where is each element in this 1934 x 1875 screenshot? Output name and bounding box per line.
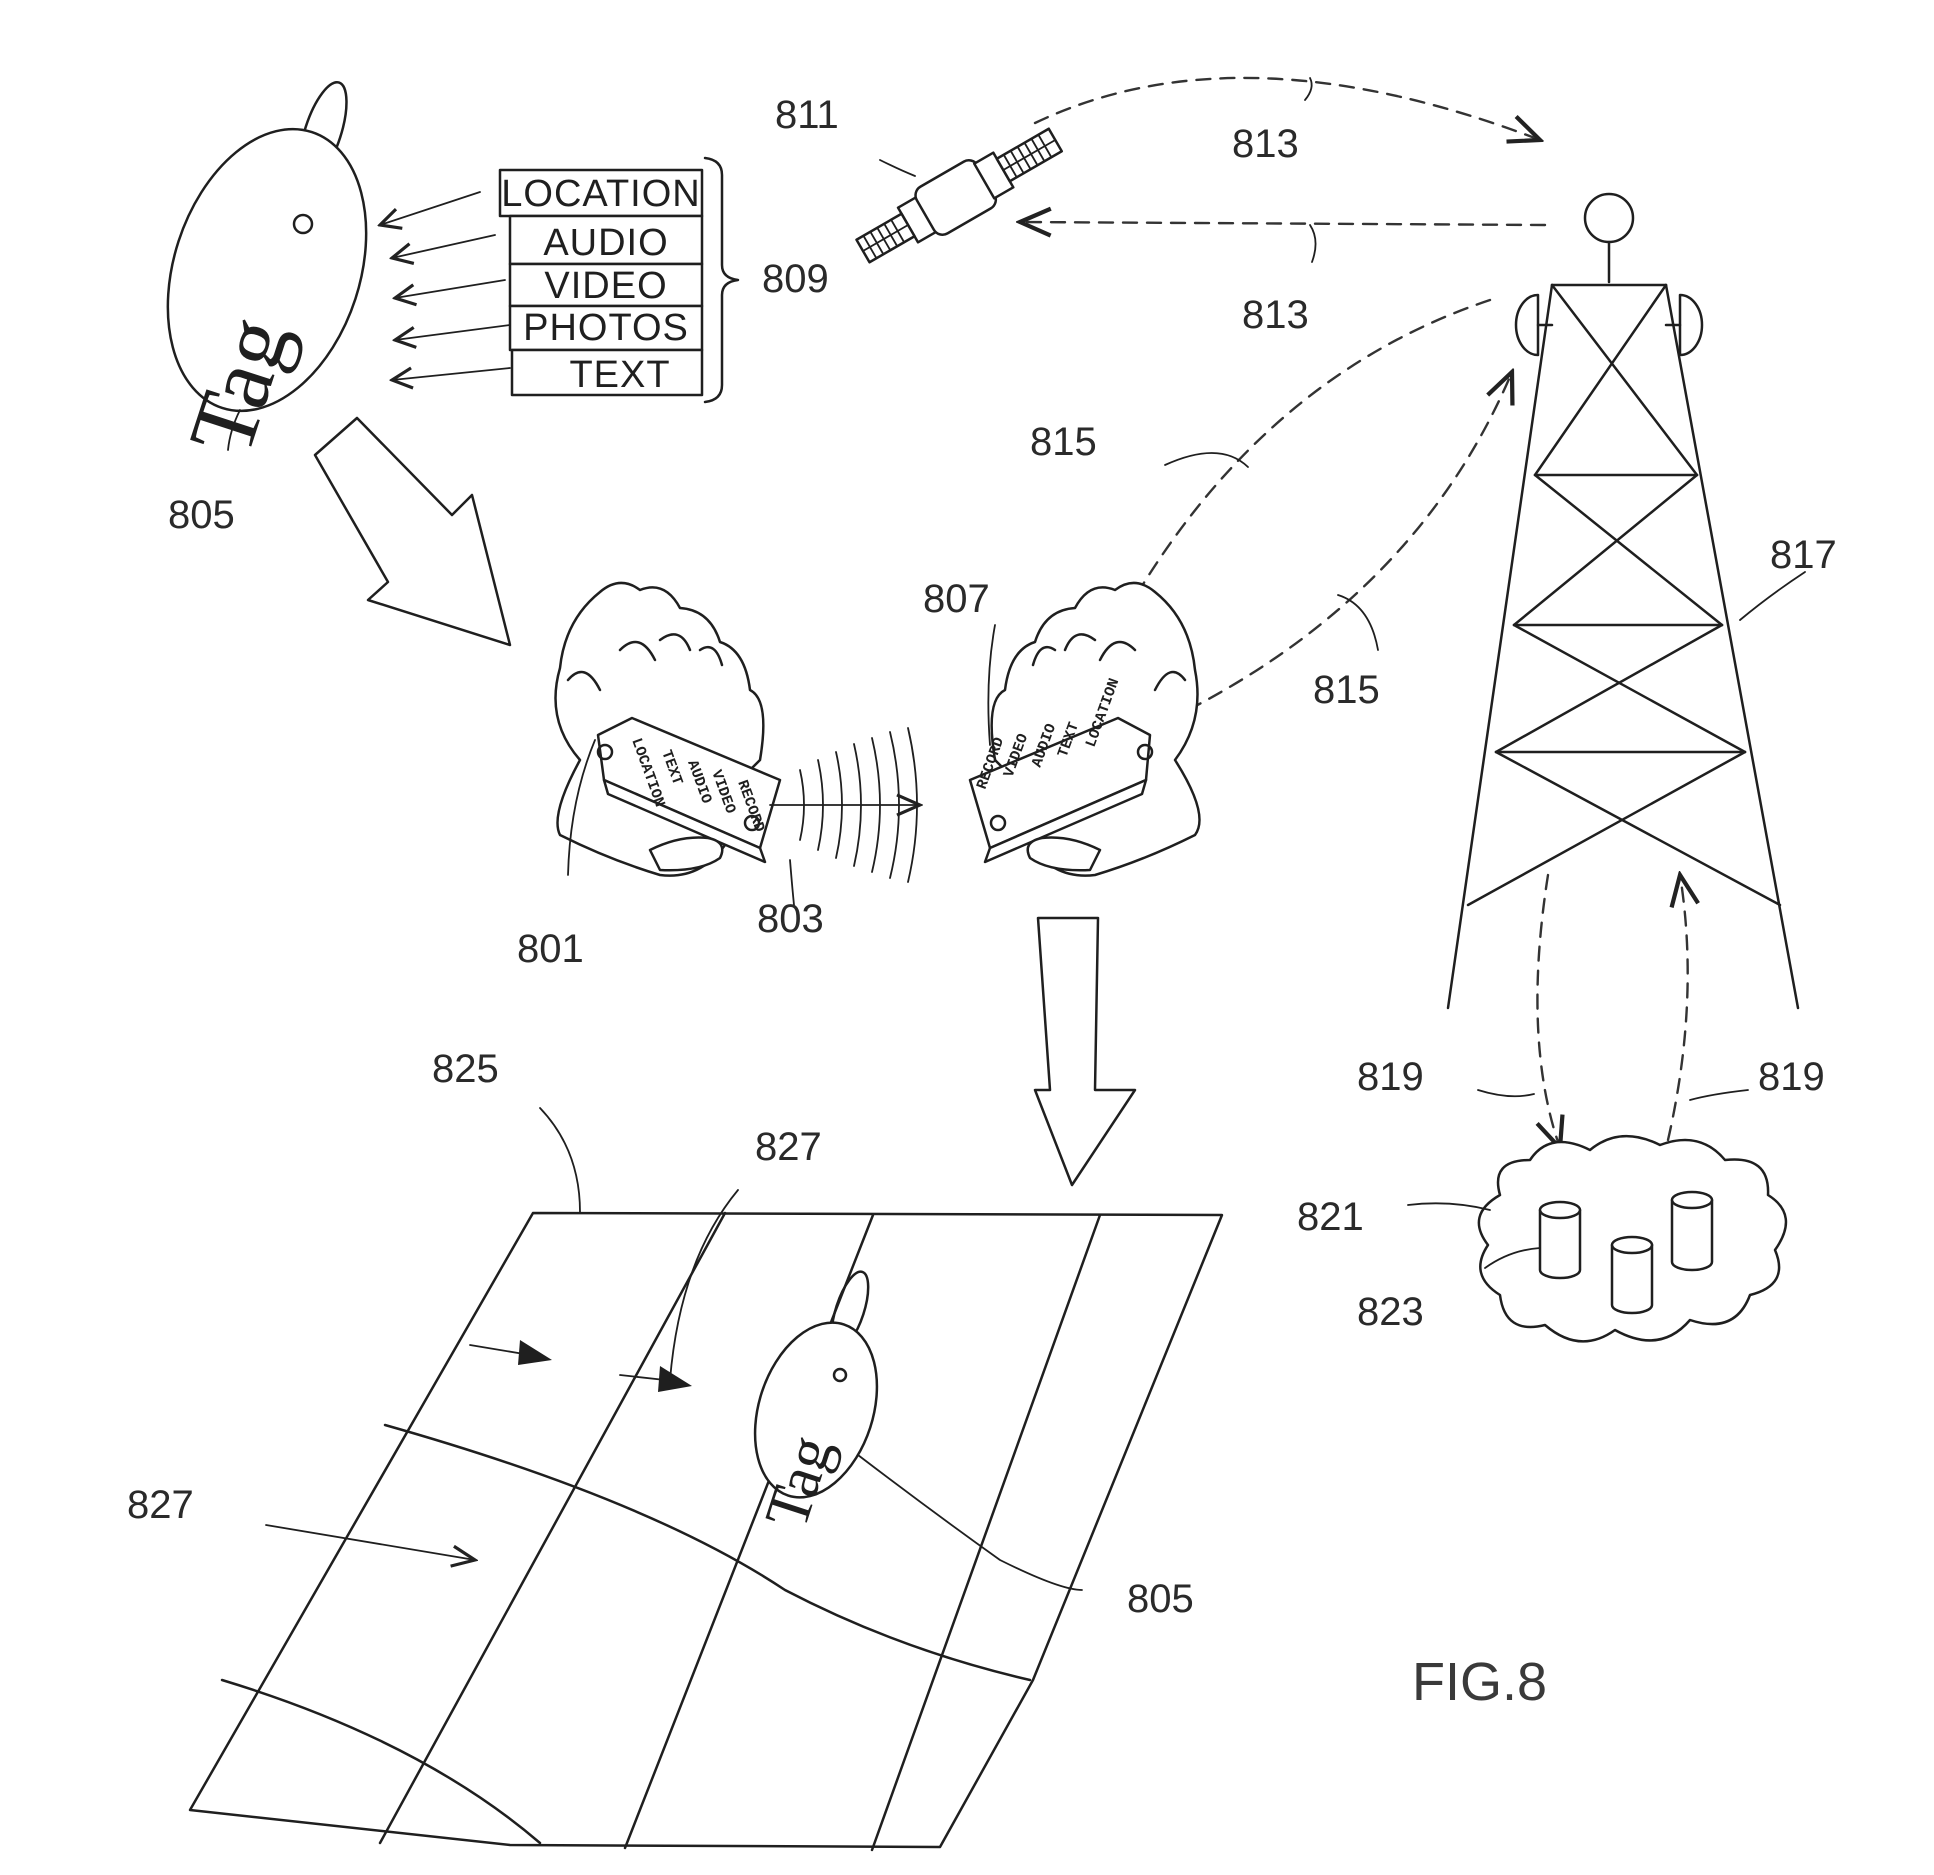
transfer-signal-waves xyxy=(770,728,920,882)
data-types-box: LOCATION AUDIO VIDEO PHOTOS TEXT xyxy=(500,158,738,402)
figure-caption: FIG.8 xyxy=(1412,1652,1547,1712)
data-type-photos: PHOTOS xyxy=(523,307,689,349)
data-type-video: VIDEO xyxy=(544,265,667,307)
tag-device-top: Tag xyxy=(134,77,401,466)
ref-827-top: 827 xyxy=(755,1125,822,1169)
map-marker-arrows xyxy=(266,1340,692,1560)
hollow-arrow-device-to-map xyxy=(1035,918,1135,1185)
ref-819-left: 819 xyxy=(1357,1055,1424,1099)
satellite-icon xyxy=(850,117,1069,275)
ref-817: 817 xyxy=(1770,533,1837,577)
data-type-text: TEXT xyxy=(569,354,670,396)
ref-813-bottom: 813 xyxy=(1242,293,1309,337)
ref-821: 821 xyxy=(1297,1195,1364,1239)
data-to-tag-arrows xyxy=(380,192,510,380)
ref-801: 801 xyxy=(517,927,584,971)
sending-device-hand: LOCATION TEXT AUDIO VIDEO RECORD xyxy=(556,583,781,876)
data-type-location: LOCATION xyxy=(501,173,700,215)
ref-809: 809 xyxy=(762,257,829,301)
ref-805-map: 805 xyxy=(1127,1577,1194,1621)
cell-tower xyxy=(1448,194,1798,1008)
ref-803: 803 xyxy=(757,897,824,941)
ref-819-right: 819 xyxy=(1758,1055,1825,1099)
ref-815-lower: 815 xyxy=(1313,668,1380,712)
ref-825: 825 xyxy=(432,1047,499,1091)
ref-823: 823 xyxy=(1357,1290,1424,1334)
receiving-device-hand: RECORD VIDEO AUDIO TEXT LOCATION xyxy=(970,583,1200,876)
ref-811: 811 xyxy=(775,93,839,137)
ref-807: 807 xyxy=(923,577,990,621)
ref-805-top: 805 xyxy=(168,493,235,537)
data-type-audio: AUDIO xyxy=(543,222,668,264)
ref-815-upper: 815 xyxy=(1030,420,1097,464)
tag-on-map: Tag xyxy=(734,1268,1082,1590)
hollow-arrow-tag-to-devices xyxy=(315,418,510,645)
ref-813-top: 813 xyxy=(1232,122,1299,166)
map-grid xyxy=(190,1213,1222,1850)
ref-827-left: 827 xyxy=(127,1483,194,1527)
